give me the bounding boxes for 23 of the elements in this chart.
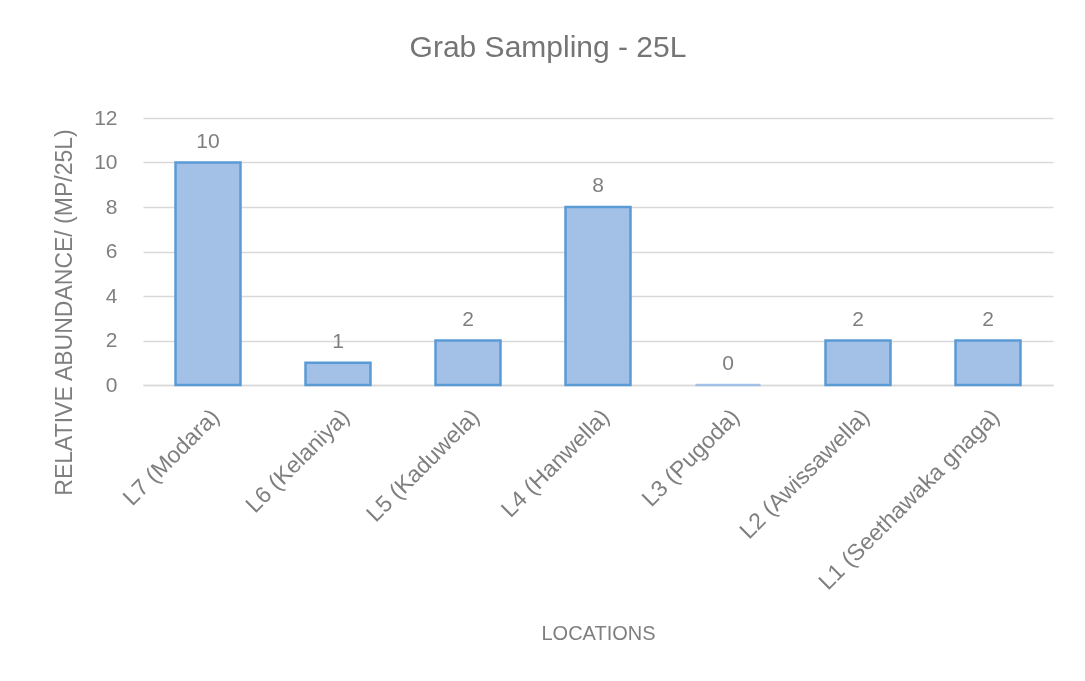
y-tick-label: 4 xyxy=(105,283,118,307)
data-label: 1 xyxy=(332,328,344,352)
data-label: 2 xyxy=(982,306,994,330)
bar xyxy=(304,361,372,387)
bar xyxy=(564,205,632,387)
y-tick-label: 2 xyxy=(105,328,118,351)
bar xyxy=(954,339,1022,387)
y-tick-label: 6 xyxy=(105,239,118,262)
y-tick-label: 10 xyxy=(94,150,118,173)
bar xyxy=(824,339,892,387)
x-axis-title: LOCATIONS xyxy=(541,621,656,644)
data-label: 2 xyxy=(852,306,864,330)
chart-title: Grab Sampling - 25L xyxy=(409,30,687,63)
bar xyxy=(434,339,502,387)
y-tick-label: 12 xyxy=(94,105,118,129)
data-label: 8 xyxy=(592,173,604,196)
y-axis-title: RELATIVE ABUNDANCE/ (MP/25L) xyxy=(50,129,77,496)
data-label: 2 xyxy=(462,306,474,330)
y-tick-label: 8 xyxy=(105,194,118,218)
data-label: 0 xyxy=(722,351,734,374)
bar xyxy=(174,161,242,387)
data-label: 10 xyxy=(196,128,220,152)
y-tick-label: 0 xyxy=(105,372,118,396)
